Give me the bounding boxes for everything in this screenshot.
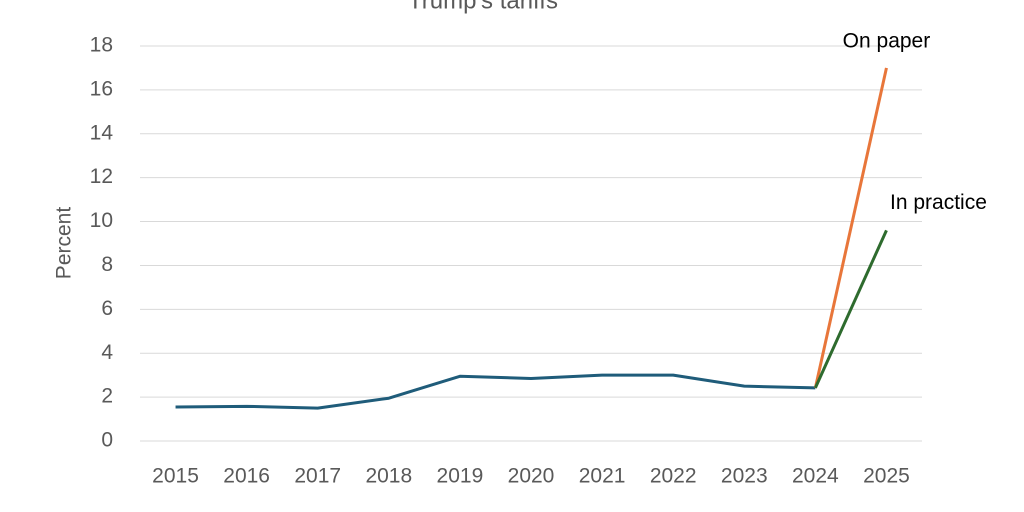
x-tick-label: 2016 [223,465,270,488]
y-tick-label: 10 [90,209,113,232]
series-label: On paper [843,29,931,52]
chart-title: Trump's tariffs [408,0,558,14]
y-tick-label: 4 [101,341,113,364]
y-tick-label: 14 [90,121,114,144]
series-line [813,67,888,389]
y-tick-label: 8 [101,253,113,276]
x-tick-label: 2024 [792,465,839,488]
x-tick-label: 2023 [721,465,768,488]
x-tick-label: 2021 [579,465,626,488]
y-tick-label: 12 [90,165,113,188]
x-tick-label: 2022 [650,465,697,488]
y-tick-label: 6 [101,297,113,320]
x-tick-label: 2019 [437,465,484,488]
y-tick-label: 2 [101,385,113,408]
x-tick-label: 2020 [508,465,555,488]
y-tick-label: 0 [101,429,113,452]
x-tick-label: 2025 [863,465,910,488]
x-tick-label: 2018 [365,465,412,488]
y-axis-label: Percent [53,207,76,280]
series-label: In practice [890,191,987,214]
y-tick-label: 18 [90,34,113,57]
series-line [175,373,816,410]
y-tick-label: 16 [90,77,113,100]
x-tick-label: 2015 [152,465,199,488]
x-tick-label: 2017 [294,465,341,488]
series-line [813,229,888,389]
